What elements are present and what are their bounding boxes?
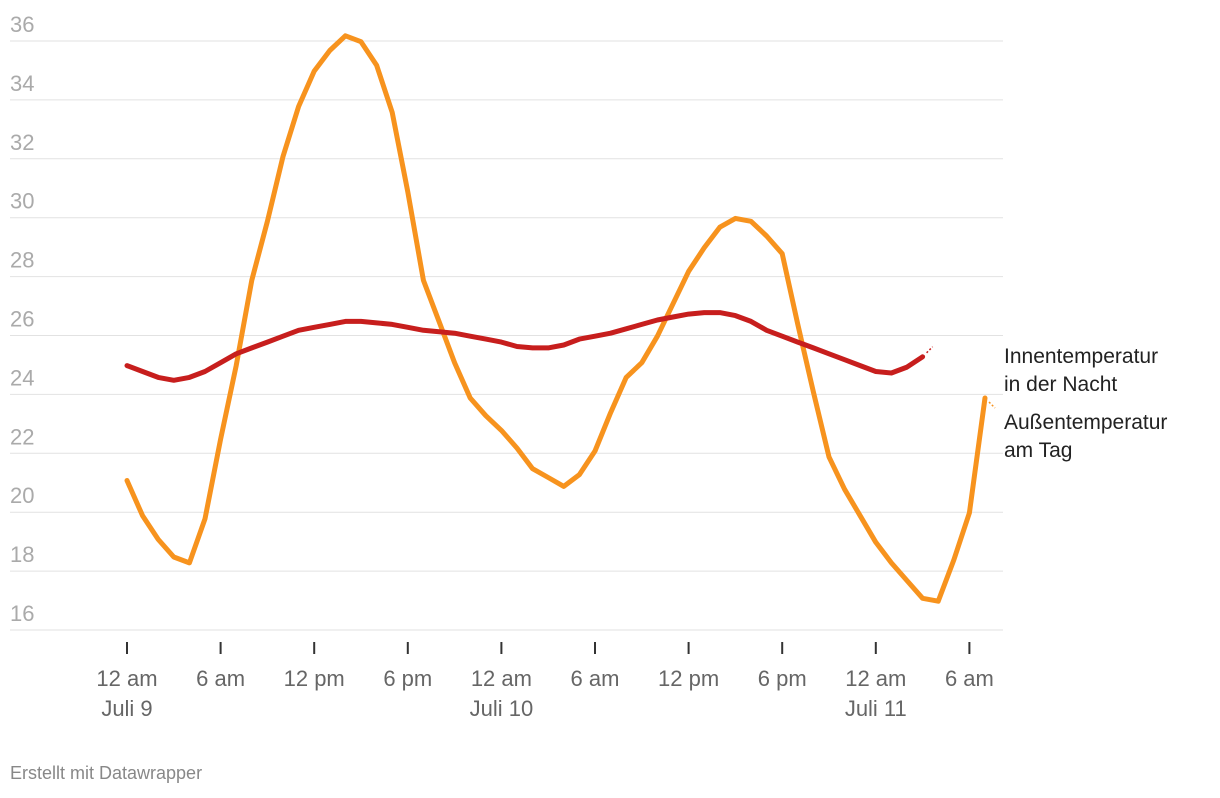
y-tick-label-34: 34 bbox=[10, 71, 34, 96]
series-label-leader-1 bbox=[926, 346, 934, 354]
y-tick-label-18: 18 bbox=[10, 542, 34, 567]
x-tick-sublabel-8: Juli 11 bbox=[845, 696, 907, 721]
series-label-0-line-1: am Tag bbox=[1004, 439, 1073, 462]
series-label-0-line-0: Außentemperatur bbox=[1004, 411, 1167, 434]
y-tick-label-20: 20 bbox=[10, 483, 34, 508]
y-tick-label-22: 22 bbox=[10, 424, 34, 449]
series-line-0 bbox=[124, 33, 988, 604]
series-label-1-line-1: in der Nacht bbox=[1004, 373, 1117, 396]
y-tick-label-16: 16 bbox=[10, 601, 34, 626]
x-tick-label-9: 6 am bbox=[945, 666, 994, 691]
x-tick-label-0: 12 am bbox=[96, 666, 157, 691]
x-tick-label-2: 12 pm bbox=[284, 666, 345, 691]
series-layer bbox=[124, 33, 988, 604]
x-tick-sublabel-0: Juli 9 bbox=[101, 696, 152, 721]
x-tick-label-3: 6 pm bbox=[383, 666, 432, 691]
x-tick-label-1: 6 am bbox=[196, 666, 245, 691]
x-axis: 12 am Juli 9 6 am 12 pm 6 pm 12 am Juli 10 6 am… bbox=[96, 642, 994, 721]
series-line-1 bbox=[124, 310, 926, 383]
y-tick-label-30: 30 bbox=[10, 189, 34, 214]
series-label-1-line-0: Innentemperatur bbox=[1004, 345, 1158, 368]
grid-layer bbox=[10, 40, 1003, 631]
y-tick-label-36: 36 bbox=[10, 12, 34, 37]
y-tick-label-26: 26 bbox=[10, 307, 34, 332]
x-tick-label-4: 12 am bbox=[471, 666, 532, 691]
y-tick-label-32: 32 bbox=[10, 130, 34, 155]
x-tick-label-7: 6 pm bbox=[758, 666, 807, 691]
series-label-leader-0 bbox=[988, 401, 996, 409]
series-labels: Außentemperatur am Tag Innentemperatur in d… bbox=[926, 345, 1167, 462]
y-tick-label-24: 24 bbox=[10, 365, 34, 390]
x-tick-sublabel-4: Juli 10 bbox=[470, 696, 534, 721]
y-axis: 16 18 20 22 24 26 28 30 32 34 36 bbox=[10, 12, 34, 626]
x-tick-label-6: 12 pm bbox=[658, 666, 719, 691]
x-tick-label-8: 12 am bbox=[845, 666, 906, 691]
x-tick-label-5: 6 am bbox=[571, 666, 620, 691]
y-tick-label-28: 28 bbox=[10, 248, 34, 273]
credit-text: Erstellt mit Datawrapper bbox=[10, 763, 203, 783]
